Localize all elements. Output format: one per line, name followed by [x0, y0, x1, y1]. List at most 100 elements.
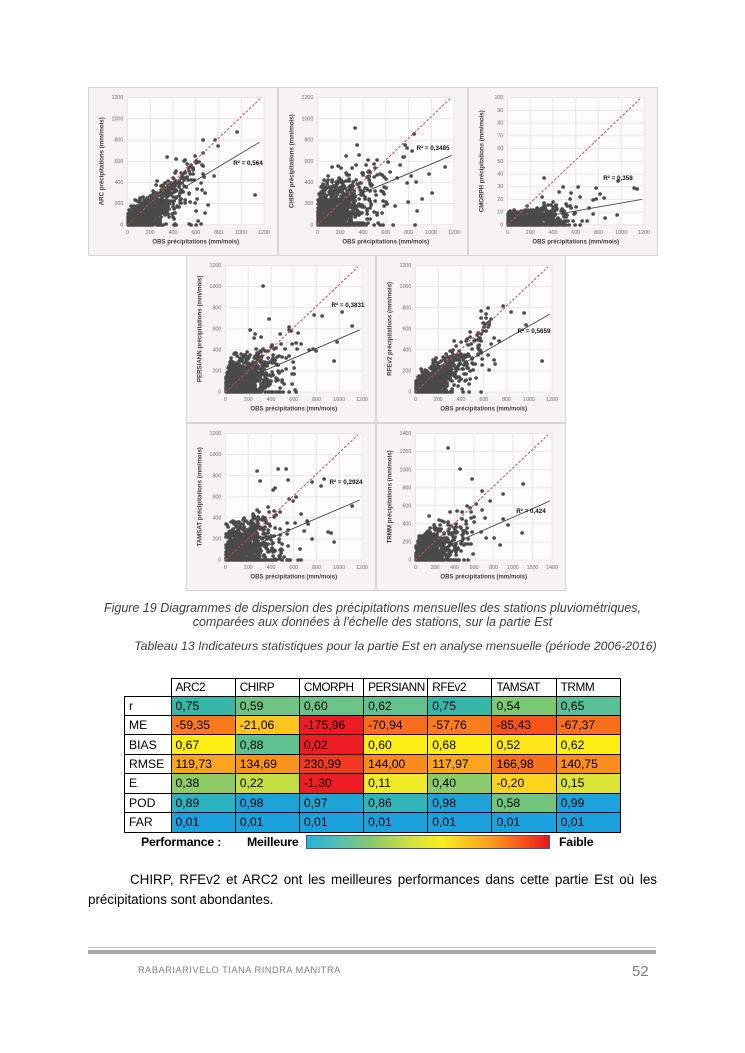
svg-text:200: 200: [434, 397, 443, 403]
svg-text:600: 600: [402, 326, 411, 332]
svg-text:0: 0: [126, 230, 129, 236]
svg-text:90: 90: [497, 108, 503, 114]
svg-text:CMORPH précipitations (mm/mois: CMORPH précipitations (mm/mois): [478, 110, 485, 212]
svg-text:600: 600: [381, 230, 390, 236]
svg-text:R² = 0,424: R² = 0,424: [516, 508, 546, 515]
svg-text:600: 600: [114, 159, 123, 165]
svg-text:200: 200: [526, 230, 535, 236]
svg-text:R² = 0,5659: R² = 0,5659: [517, 328, 551, 335]
svg-text:1400: 1400: [546, 565, 558, 571]
svg-text:0: 0: [310, 222, 313, 228]
svg-text:10: 10: [497, 210, 503, 216]
svg-text:600: 600: [304, 159, 313, 165]
svg-text:400: 400: [450, 565, 459, 571]
svg-text:0: 0: [120, 222, 123, 228]
svg-text:600: 600: [212, 326, 221, 332]
svg-text:200: 200: [402, 540, 411, 546]
svg-text:200: 200: [336, 230, 345, 236]
svg-text:1000: 1000: [507, 565, 519, 571]
svg-text:200: 200: [212, 369, 221, 375]
svg-text:0: 0: [500, 222, 503, 228]
svg-text:R² = 0,358: R² = 0,358: [603, 175, 633, 182]
svg-text:1200: 1200: [400, 263, 412, 269]
svg-text:0: 0: [408, 558, 411, 564]
svg-text:OBS précipitations (mm/mois): OBS précipitations (mm/mois): [532, 239, 619, 245]
svg-text:1200: 1200: [356, 565, 368, 571]
svg-text:1000: 1000: [400, 467, 412, 473]
svg-text:800: 800: [502, 397, 511, 403]
svg-text:1200: 1200: [302, 95, 314, 101]
svg-text:1200: 1200: [546, 397, 558, 403]
svg-text:800: 800: [214, 230, 223, 236]
svg-text:400: 400: [402, 521, 411, 527]
svg-text:400: 400: [402, 347, 411, 353]
svg-text:1200: 1200: [527, 565, 539, 571]
svg-text:200: 200: [212, 537, 221, 543]
svg-text:400: 400: [359, 230, 368, 236]
svg-text:100: 100: [494, 95, 503, 101]
svg-text:OBS précipitations (mm/mois): OBS précipitations (mm/mois): [342, 239, 429, 245]
svg-text:600: 600: [289, 397, 298, 403]
svg-text:1200: 1200: [210, 431, 222, 437]
svg-text:1000: 1000: [210, 284, 222, 290]
svg-text:RFEv2 précipitations (mm/mois): RFEv2 précipitations (mm/mois): [386, 282, 393, 376]
svg-text:200: 200: [146, 230, 155, 236]
svg-text:0: 0: [218, 390, 221, 396]
svg-text:CHIRP précipitations (mm/mois): CHIRP précipitations (mm/mois): [288, 114, 295, 208]
svg-text:600: 600: [191, 230, 200, 236]
svg-text:1000: 1000: [112, 116, 124, 122]
svg-text:80: 80: [497, 121, 503, 127]
svg-text:200: 200: [431, 565, 440, 571]
svg-text:800: 800: [114, 138, 123, 144]
svg-text:800: 800: [312, 397, 321, 403]
svg-text:600: 600: [571, 230, 580, 236]
svg-text:0: 0: [316, 230, 319, 236]
svg-text:600: 600: [212, 494, 221, 500]
svg-text:200: 200: [114, 201, 123, 207]
svg-text:40: 40: [497, 172, 503, 178]
svg-text:PERSIANN précipitations (mm/mo: PERSIANN précipitations (mm/mois): [196, 276, 203, 382]
svg-text:600: 600: [470, 565, 479, 571]
svg-text:600: 600: [402, 503, 411, 509]
svg-text:400: 400: [267, 565, 276, 571]
svg-text:400: 400: [212, 347, 221, 353]
svg-text:1000: 1000: [235, 230, 247, 236]
svg-text:1000: 1000: [425, 230, 437, 236]
svg-text:400: 400: [457, 397, 466, 403]
svg-text:1200: 1200: [400, 449, 412, 455]
svg-text:R² = 0,2924: R² = 0,2924: [329, 479, 363, 486]
svg-text:20: 20: [497, 197, 503, 203]
svg-text:R² = 0,3485: R² = 0,3485: [416, 145, 450, 152]
svg-text:OBS précipitations (mm/mois): OBS précipitations (mm/mois): [440, 407, 527, 413]
svg-text:1400: 1400: [400, 431, 412, 437]
svg-text:1200: 1200: [638, 230, 650, 236]
svg-text:50: 50: [497, 159, 503, 165]
svg-text:0: 0: [218, 558, 221, 564]
svg-text:400: 400: [114, 180, 123, 186]
svg-text:0: 0: [224, 397, 227, 403]
svg-text:200: 200: [244, 565, 253, 571]
svg-text:R² = 0,3831: R² = 0,3831: [331, 302, 365, 309]
svg-text:1000: 1000: [615, 230, 627, 236]
svg-text:800: 800: [312, 565, 321, 571]
svg-text:200: 200: [402, 369, 411, 375]
svg-text:800: 800: [404, 230, 413, 236]
svg-text:0: 0: [414, 565, 417, 571]
svg-text:OBS précipitations (mm/mois): OBS précipitations (mm/mois): [250, 575, 337, 581]
svg-text:0: 0: [506, 230, 509, 236]
svg-text:70: 70: [497, 133, 503, 139]
svg-text:1000: 1000: [210, 452, 222, 458]
svg-text:400: 400: [169, 230, 178, 236]
svg-text:OBS précipitations (mm/mois): OBS précipitations (mm/mois): [152, 239, 239, 245]
svg-text:400: 400: [212, 515, 221, 521]
svg-text:30: 30: [497, 184, 503, 190]
svg-text:200: 200: [304, 201, 313, 207]
svg-text:0: 0: [414, 397, 417, 403]
svg-text:OBS précipitations (mm/mois): OBS précipitations (mm/mois): [440, 575, 527, 581]
svg-text:ARC précipitations (mm/mois): ARC précipitations (mm/mois): [98, 117, 105, 205]
svg-text:1000: 1000: [333, 397, 345, 403]
svg-text:TAMSAT précipitations (mm/mois: TAMSAT précipitations (mm/mois): [196, 447, 203, 546]
svg-text:800: 800: [594, 230, 603, 236]
svg-text:800: 800: [212, 305, 221, 311]
svg-text:800: 800: [489, 565, 498, 571]
